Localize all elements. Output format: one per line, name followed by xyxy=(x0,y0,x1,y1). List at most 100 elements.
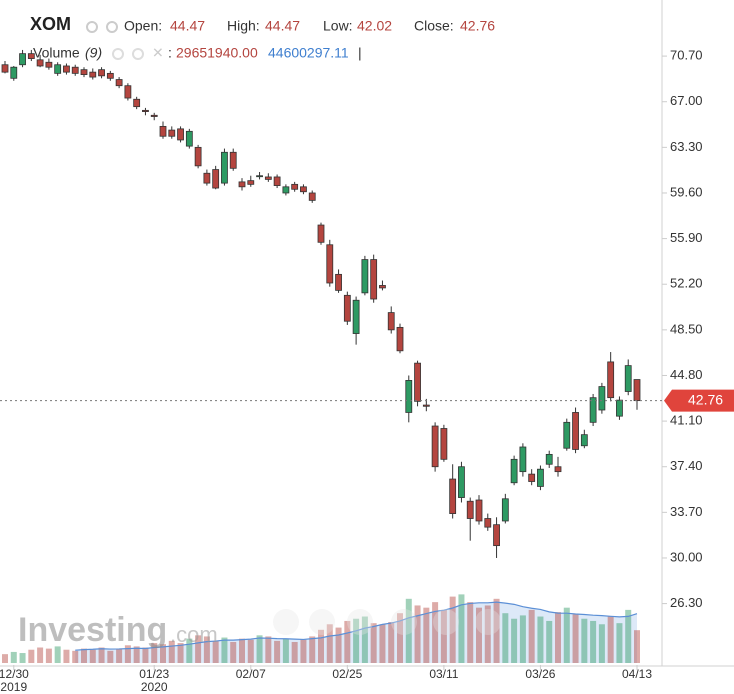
candle-layer xyxy=(1,49,641,558)
candle-body xyxy=(273,176,281,186)
candle-body xyxy=(308,192,316,201)
volume-bar xyxy=(476,607,482,663)
volume-bar xyxy=(598,624,605,663)
volume-bar xyxy=(81,648,87,663)
candle-body xyxy=(335,273,342,291)
candle-body xyxy=(484,518,492,528)
volume-bar xyxy=(54,646,61,663)
candle-body xyxy=(580,434,588,447)
volume-bar xyxy=(397,613,403,663)
candle-body xyxy=(431,425,439,468)
candle-body xyxy=(10,66,18,79)
volume-bar xyxy=(168,640,175,663)
candle-body xyxy=(89,71,97,78)
volume-bar xyxy=(326,624,333,663)
candle-body xyxy=(396,326,404,352)
volume-bar xyxy=(98,647,105,663)
nav-button[interactable] xyxy=(391,609,417,635)
volume-bar xyxy=(379,624,386,663)
volume-bar xyxy=(45,648,52,663)
volume-bar xyxy=(37,647,44,663)
volume-value: 29651940.00 xyxy=(176,45,258,61)
volume-period: (9) xyxy=(85,45,102,61)
candle-body xyxy=(177,128,184,141)
candle-body xyxy=(80,69,88,76)
volume-bar xyxy=(449,596,456,663)
volume-bar xyxy=(107,650,114,663)
candle-body xyxy=(624,365,632,392)
y-tick-label: 41.10 xyxy=(670,413,703,428)
x-tick-year: 2019 xyxy=(0,680,27,694)
volume-bar xyxy=(625,609,632,663)
volume-bar xyxy=(160,644,166,663)
x-tick-year: 2020 xyxy=(141,680,168,694)
candle-body xyxy=(194,146,202,167)
volume-bar xyxy=(151,643,158,663)
candle-body xyxy=(379,285,386,289)
nav-button[interactable] xyxy=(475,609,501,635)
candle-body xyxy=(159,125,167,137)
low-value: 42.02 xyxy=(357,18,392,34)
x-tick-label: 01/23 xyxy=(139,667,169,681)
candle-body xyxy=(317,224,325,243)
candle-body xyxy=(554,466,562,473)
last-price-label: 42.76 xyxy=(688,391,723,407)
candle-body xyxy=(45,61,53,68)
volume-bar xyxy=(230,641,237,663)
nav-button[interactable] xyxy=(433,609,459,635)
volume-bar xyxy=(291,641,298,663)
volume-label: Volume xyxy=(33,45,80,61)
volume-bar xyxy=(361,616,368,663)
volume-bar xyxy=(555,612,561,663)
volume-layer xyxy=(2,594,640,663)
nav-button[interactable] xyxy=(309,609,335,635)
y-tick-label: 48.50 xyxy=(670,321,703,336)
volume-bar xyxy=(116,648,123,663)
y-tick-label: 70.70 xyxy=(670,48,703,63)
volume-bar xyxy=(19,653,26,663)
volume-bar xyxy=(493,598,500,663)
volume-bar xyxy=(309,636,316,663)
eye-icon[interactable] xyxy=(112,48,124,60)
candle-body xyxy=(98,69,105,77)
candle-body xyxy=(616,399,623,417)
volume-bar xyxy=(405,598,412,663)
close-value: 42.76 xyxy=(460,18,495,34)
volume-bar xyxy=(572,614,579,663)
candle-body xyxy=(150,114,158,117)
volume-bar xyxy=(590,620,597,663)
volume-bar xyxy=(414,605,421,663)
candle-body xyxy=(633,379,641,402)
nav-button[interactable] xyxy=(347,609,373,635)
candle-body xyxy=(370,259,378,300)
open-value: 44.47 xyxy=(170,18,205,34)
volume-bar xyxy=(581,618,588,663)
gear-icon[interactable] xyxy=(132,48,144,60)
y-tick-label: 52.20 xyxy=(670,276,703,291)
volume-bar xyxy=(528,609,535,663)
candle-body xyxy=(387,312,395,331)
y-tick-label: 55.90 xyxy=(670,230,703,245)
gear-icon[interactable] xyxy=(106,21,118,33)
candle-body xyxy=(607,361,615,399)
close-icon[interactable]: ✕ xyxy=(152,45,164,61)
candle-body xyxy=(572,412,579,450)
candle-body xyxy=(501,498,509,522)
symbol: XOM xyxy=(30,14,71,34)
nav-button[interactable] xyxy=(273,609,299,635)
candle-body xyxy=(19,53,26,66)
volume-bar xyxy=(607,616,614,663)
x-tick-label: 02/07 xyxy=(236,667,266,681)
eye-icon[interactable] xyxy=(86,21,98,33)
candle-body xyxy=(238,181,246,188)
volume-bar xyxy=(511,618,518,663)
volume-bar xyxy=(28,649,35,663)
y-tick-label: 30.00 xyxy=(670,549,703,564)
volume-bar xyxy=(239,638,245,663)
candle-body xyxy=(1,64,9,73)
candle-body xyxy=(264,176,272,180)
volume-bar xyxy=(247,639,254,663)
volume-bar xyxy=(519,615,526,663)
volume-bar xyxy=(300,639,307,663)
